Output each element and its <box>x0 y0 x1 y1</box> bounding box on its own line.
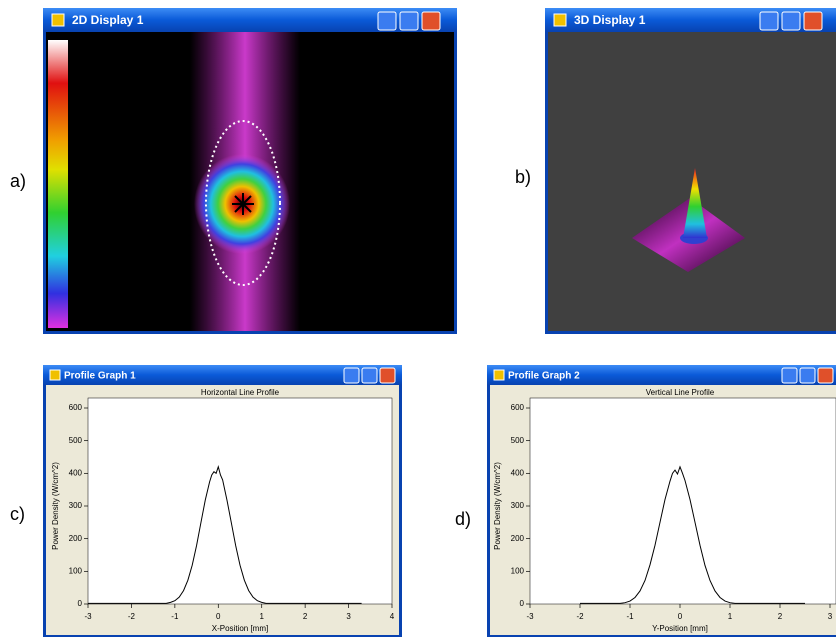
x-tick-label: 0 <box>678 612 683 621</box>
x-tick-label: -1 <box>626 612 634 621</box>
graph-title: Vertical Line Profile <box>646 388 715 397</box>
x-tick-label: 3 <box>346 612 351 621</box>
y-tick-label: 600 <box>511 403 525 412</box>
y-axis-label: Power Density (W/cm^2) <box>51 462 60 550</box>
window-profile-1: Profile Graph 1 <box>43 365 402 637</box>
panel-label: c) <box>10 504 25 524</box>
y-tick-label: 500 <box>69 436 83 445</box>
window-title: Profile Graph 1 <box>64 371 136 382</box>
x-axis-label: Y-Position [mm] <box>652 624 708 633</box>
y-tick-label: 100 <box>511 566 525 575</box>
y-tick-label: 400 <box>511 468 525 477</box>
x-tick-label: 2 <box>778 612 783 621</box>
x-tick-label: 2 <box>303 612 308 621</box>
close-button[interactable] <box>804 12 822 30</box>
minimize-button[interactable] <box>344 368 359 383</box>
window-title: 2D Display 1 <box>72 13 144 27</box>
close-button[interactable] <box>818 368 833 383</box>
y-tick-label: 300 <box>511 501 525 510</box>
x-axis-label: X-Position [mm] <box>212 624 268 633</box>
window-title: 3D Display 1 <box>574 13 646 27</box>
window-2d: 2D Display 1 <box>43 8 457 334</box>
panel-label: b) <box>515 167 531 187</box>
x-tick-label: 1 <box>728 612 733 621</box>
minimize-button[interactable] <box>782 368 797 383</box>
minimize-button[interactable] <box>378 12 396 30</box>
x-tick-label: 1 <box>259 612 264 621</box>
minimize-button[interactable] <box>760 12 778 30</box>
window-profile-2: Profile Graph 2 <box>487 365 836 637</box>
y-axis-label: Power Density (W/cm^2) <box>493 462 502 550</box>
x-tick-label: 3 <box>828 612 833 621</box>
y-tick-label: 400 <box>69 468 83 477</box>
page: 2D Display 1 3D Display 1 Profile Graph … <box>0 0 836 637</box>
y-tick-label: 500 <box>511 436 525 445</box>
x-tick-label: -2 <box>128 612 136 621</box>
panel-label: a) <box>10 171 26 191</box>
maximize-button[interactable] <box>400 12 418 30</box>
y-tick-label: 0 <box>78 599 83 608</box>
maximize-button[interactable] <box>362 368 377 383</box>
y-tick-label: 0 <box>520 599 525 608</box>
graph-title: Horizontal Line Profile <box>201 388 280 397</box>
y-tick-label: 200 <box>69 534 83 543</box>
window-title: Profile Graph 2 <box>508 371 580 382</box>
y-tick-label: 100 <box>69 566 83 575</box>
x-tick-label: 0 <box>216 612 221 621</box>
x-tick-label: -3 <box>84 612 92 621</box>
window-3d: 3D Display 1 <box>545 8 836 334</box>
close-button[interactable] <box>422 12 440 30</box>
x-tick-label: -3 <box>526 612 534 621</box>
x-tick-label: -2 <box>576 612 584 621</box>
y-tick-label: 600 <box>69 403 83 412</box>
y-tick-label: 300 <box>69 501 83 510</box>
close-button[interactable] <box>380 368 395 383</box>
maximize-button[interactable] <box>782 12 800 30</box>
panel-label: d) <box>455 509 471 529</box>
x-tick-label: -1 <box>171 612 179 621</box>
y-tick-label: 200 <box>511 534 525 543</box>
x-tick-label: 4 <box>390 612 395 621</box>
maximize-button[interactable] <box>800 368 815 383</box>
